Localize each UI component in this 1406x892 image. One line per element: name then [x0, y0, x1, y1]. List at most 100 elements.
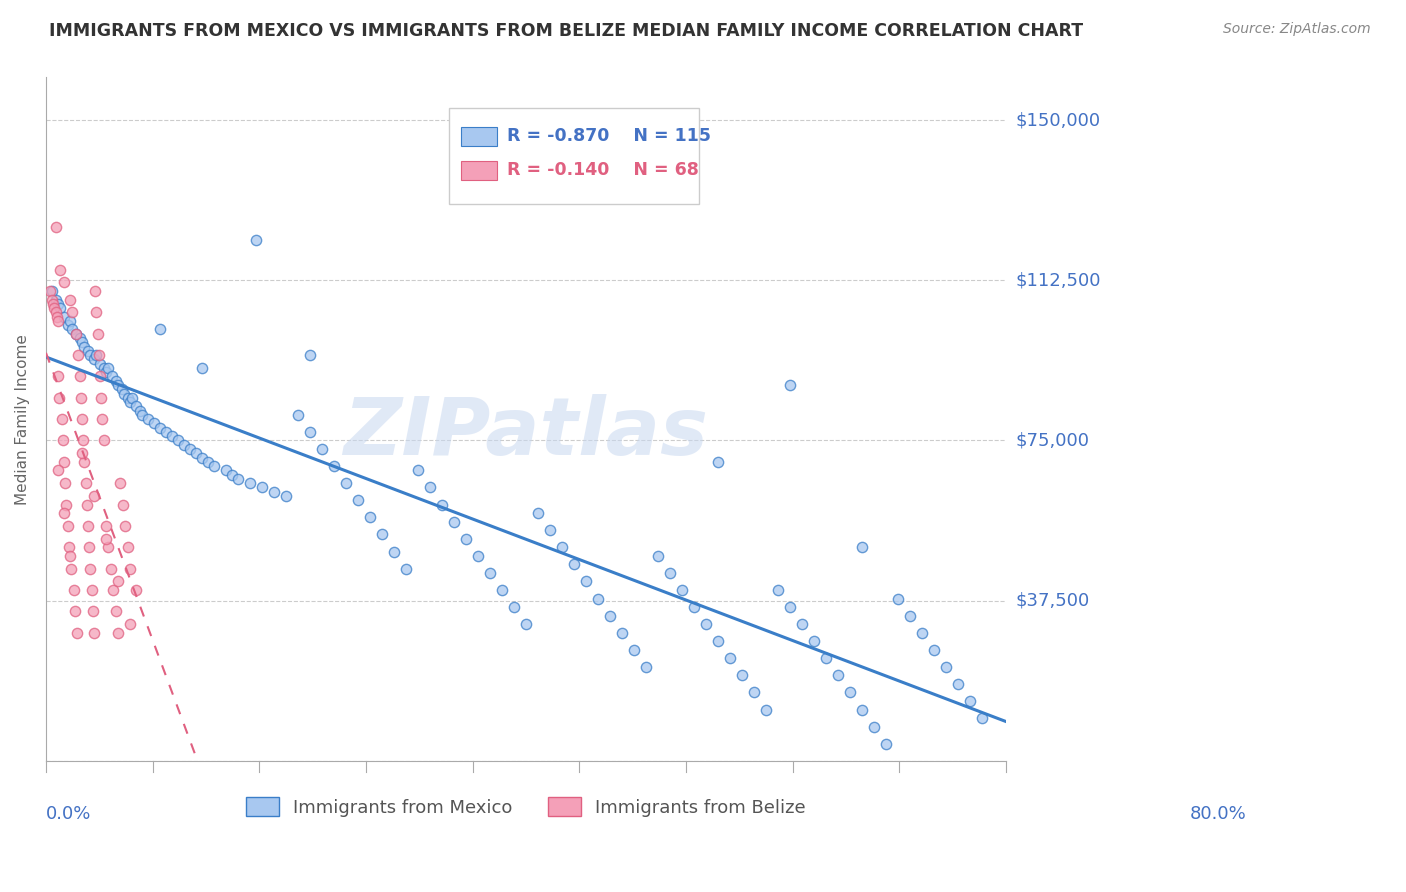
Point — [599, 608, 621, 623]
Point — [467, 549, 489, 563]
Point — [695, 617, 717, 632]
Point — [623, 642, 645, 657]
Point — [887, 591, 910, 606]
Point — [128, 403, 150, 417]
Point — [118, 395, 141, 409]
Point — [779, 378, 801, 392]
Point — [226, 472, 249, 486]
Point — [562, 558, 585, 572]
Point — [202, 459, 225, 474]
Point — [110, 476, 132, 491]
Point — [683, 600, 706, 615]
Point — [72, 434, 94, 448]
Text: $37,500: $37,500 — [1015, 591, 1090, 609]
Text: 80.0%: 80.0% — [1189, 805, 1246, 823]
Point — [221, 467, 243, 482]
Point — [143, 417, 166, 431]
Point — [62, 582, 84, 597]
Point — [51, 412, 73, 426]
Point — [173, 438, 195, 452]
Point — [827, 668, 849, 682]
Point — [125, 582, 148, 597]
Point — [82, 604, 104, 618]
Point — [65, 326, 87, 341]
Point — [65, 326, 87, 341]
Point — [875, 737, 897, 751]
Point — [46, 463, 69, 477]
Point — [38, 284, 60, 298]
Point — [454, 532, 477, 546]
Point — [59, 549, 82, 563]
Point — [60, 322, 83, 336]
Point — [371, 527, 394, 541]
Point — [250, 480, 273, 494]
Point — [118, 561, 141, 575]
Point — [946, 677, 969, 691]
Point — [56, 519, 79, 533]
Point — [718, 651, 741, 665]
Point — [101, 582, 124, 597]
Point — [479, 566, 502, 580]
Point — [323, 459, 346, 474]
Point — [44, 301, 66, 315]
Point — [790, 617, 813, 632]
Point — [63, 604, 86, 618]
Point — [70, 446, 93, 460]
Point — [94, 365, 117, 379]
Point — [46, 369, 69, 384]
Point — [41, 284, 63, 298]
Point — [610, 625, 633, 640]
Point — [45, 310, 67, 324]
Bar — [461, 161, 498, 180]
Point — [382, 544, 405, 558]
Point — [46, 314, 69, 328]
Point — [49, 301, 72, 315]
Point — [86, 305, 108, 319]
Point — [45, 305, 67, 319]
Point — [191, 360, 214, 375]
Point — [298, 348, 321, 362]
Point — [851, 541, 873, 555]
Point — [83, 352, 105, 367]
Point — [491, 582, 513, 597]
Point — [167, 434, 190, 448]
Point — [149, 322, 172, 336]
Text: ZIPatlas: ZIPatlas — [343, 393, 709, 472]
Point — [347, 493, 370, 508]
Point — [90, 391, 112, 405]
Point — [101, 369, 124, 384]
Point — [922, 642, 945, 657]
Point — [93, 360, 115, 375]
Point — [160, 429, 183, 443]
Point — [125, 400, 148, 414]
Bar — [461, 127, 498, 145]
Point — [117, 541, 139, 555]
Point — [53, 276, 76, 290]
Point — [935, 660, 957, 674]
Point — [419, 480, 441, 494]
Point — [97, 541, 120, 555]
Text: $150,000: $150,000 — [1015, 112, 1101, 129]
Point — [647, 549, 669, 563]
Point — [60, 305, 83, 319]
Point — [75, 476, 97, 491]
Point — [898, 608, 921, 623]
Point — [527, 506, 550, 520]
Point — [839, 685, 862, 699]
Point — [69, 331, 91, 345]
Point — [136, 412, 159, 426]
Point — [55, 498, 77, 512]
Point — [70, 335, 93, 350]
Point — [149, 420, 172, 434]
Point — [671, 582, 693, 597]
Point — [245, 233, 267, 247]
Point — [83, 625, 105, 640]
Point — [851, 702, 873, 716]
Point — [586, 591, 609, 606]
Point — [215, 463, 238, 477]
Point — [73, 339, 96, 353]
Point — [79, 561, 101, 575]
Point — [959, 694, 981, 708]
Text: IMMIGRANTS FROM MEXICO VS IMMIGRANTS FROM BELIZE MEDIAN FAMILY INCOME CORRELATIO: IMMIGRANTS FROM MEXICO VS IMMIGRANTS FRO… — [49, 22, 1084, 40]
Text: 0.0%: 0.0% — [46, 805, 91, 823]
